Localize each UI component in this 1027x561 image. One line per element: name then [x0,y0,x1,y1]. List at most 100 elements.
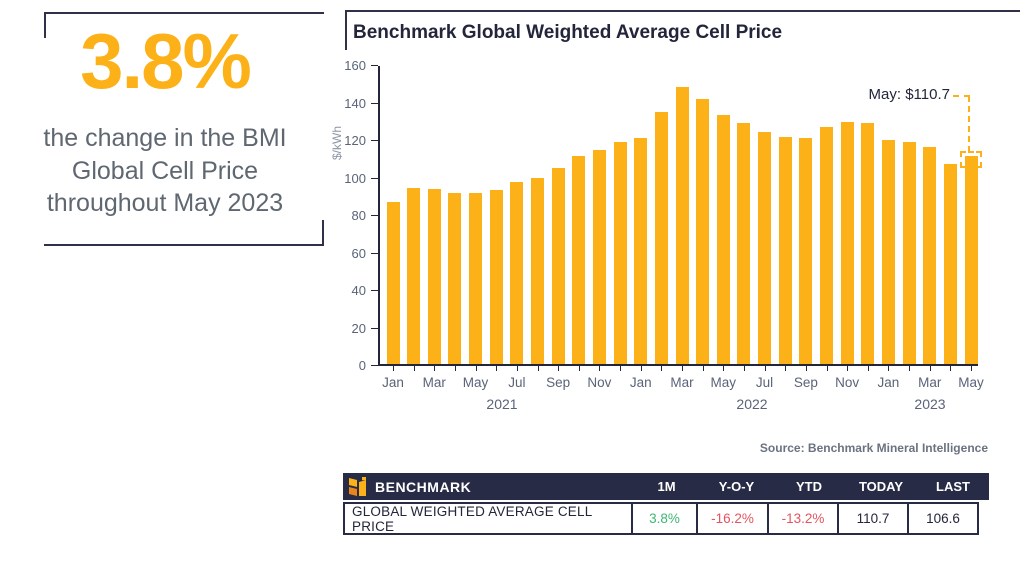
bar [923,146,937,364]
bar [469,193,483,364]
x-axis-tick [537,366,539,371]
x-axis-tick [393,366,394,371]
stat-description-line: Global Cell Price [71,156,259,185]
panel-left-rule [345,10,347,50]
bar [592,150,606,364]
year-label: 2023 [914,396,946,412]
x-axis-tick [805,366,807,371]
column-header-today: TODAY [858,479,904,494]
x-axis-tick [764,366,766,371]
x-tick-label: Jan [629,375,652,390]
x-axis-tick [702,366,704,371]
x-tick-label: Mar [422,375,446,390]
x-tick-label: Jul [755,375,774,390]
bar [613,142,627,364]
y-tick-label: 20 [351,320,366,336]
x-axis-tick [578,366,580,371]
y-axis-tick [371,65,378,66]
bar [840,121,854,364]
annotation-dash-horizontal [953,95,970,97]
column-header-1m: 1M [657,479,676,494]
value-cell-ytd: -13.2% [767,502,839,535]
bar [386,201,400,364]
x-axis-tick [558,366,560,371]
y-axis-tick [371,215,378,216]
y-axis-tick [371,290,378,291]
y-tick-label: 100 [344,170,366,186]
y-axis-tick [371,102,378,104]
brand-name: BENCHMARK [375,478,472,495]
x-axis-tick [454,366,456,371]
year-label: 2022 [736,396,768,412]
bar [448,193,462,364]
x-axis-tick [950,366,952,371]
value-cell-y-o-y: -16.2% [696,502,769,535]
stat-description-line: the change in the BMI [43,124,287,152]
x-tick-label: Jan [877,375,900,390]
y-axis-tick [371,177,378,179]
value-cell-today: 110.7 [837,502,909,535]
table-data-row: GLOBAL WEIGHTED AVERAGE CELL PRICE 3.8% -… [343,502,989,535]
bar [696,99,710,364]
x-axis-tick [888,366,890,371]
bar [675,87,689,364]
bar [510,181,524,364]
y-tick-label: 120 [344,133,366,148]
stat-headline: 3.8% [80,17,252,105]
value-cell-last: 106.6 [907,502,979,535]
y-axis-tick [371,140,378,141]
chart-title: Benchmark Global Weighted Average Cell P… [353,22,783,43]
value-cell-1m: 3.8% [631,502,698,535]
x-tick-label: Jul [508,375,526,390]
y-axis-tick [371,365,378,366]
brand-cell: BENCHMARK [343,477,633,496]
column-header-ytd: YTD [796,479,822,494]
corner-bracket-bottom [44,220,324,246]
x-tick-label: Mar [918,375,942,390]
chart-panel: Benchmark Global Weighted Average Cell P… [330,10,1020,435]
bar [531,178,544,364]
x-axis-tick [640,366,642,371]
bar [407,188,421,364]
x-tick-label: Sep [546,375,571,390]
x-axis-tick [723,366,725,371]
x-tick-label: May [462,375,489,390]
x-tick-label: Nov [587,375,612,390]
x-axis-tick [743,366,745,371]
x-axis-tick [971,366,972,371]
stat-panel: 3.8% the change in the BMI Global Cell P… [0,0,340,270]
plot-area: $/kWh May: $110.7 0 20 40 60 80 100 120 140 160 J… [330,58,984,412]
bar [964,156,978,364]
x-axis-tick [661,366,663,371]
year-label: 2021 [486,396,518,412]
y-axis-tick [371,327,378,329]
y-tick-label: 160 [344,58,366,73]
table-header-row: BENCHMARK 1M Y-O-Y YTD TODAY LAST [343,473,989,500]
x-axis-tick [867,366,869,371]
y-tick-label: 40 [351,283,366,298]
y-tick-label: 140 [344,95,366,111]
x-axis-tick [909,366,911,371]
price-summary-table: BENCHMARK 1M Y-O-Y YTD TODAY LAST GLOBAL WEI… [343,473,989,535]
x-tick-label: May [710,375,737,390]
y-axis-tick [371,252,378,254]
bar [489,190,503,364]
column-header-y-o-y: Y-O-Y [718,479,755,494]
x-axis-tick [847,366,849,371]
benchmark-logo-icon [349,477,366,496]
x-axis-tick [434,366,436,371]
x-axis-tick [496,366,498,371]
column-header-last: LAST [936,479,970,494]
annotation-label: May: $110.7 [868,86,950,103]
annotation-dash-vertical [968,96,970,152]
bar [634,137,648,364]
panel-top-rule [345,10,1020,12]
corner-bracket-top [44,12,324,38]
y-tick-label: 60 [351,245,366,261]
x-tick-label: Mar [670,375,694,390]
source-attribution: Source: Benchmark Mineral Intelligence [759,441,988,455]
x-axis-tick [620,366,622,371]
x-tick-label: May [958,375,984,390]
x-axis-tick [929,366,931,371]
